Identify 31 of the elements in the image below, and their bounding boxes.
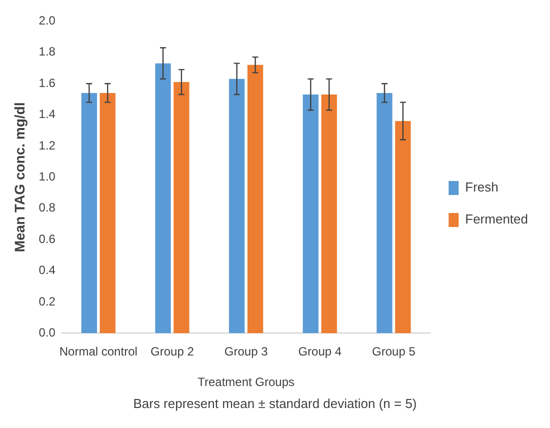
bar: [174, 82, 190, 334]
y-tick-label: 0.6: [38, 232, 56, 246]
text: Bars represent mean ± standard deviation (n = 5): [132, 396, 418, 411]
y-axis-title: Mean TAG conc. mg/dl: [11, 102, 28, 252]
legend-label: Fresh: [465, 180, 498, 195]
bar: [81, 92, 98, 334]
y-tick-label: 0.4: [38, 263, 56, 278]
bar: [302, 94, 319, 334]
bar: [228, 78, 245, 334]
y-tick-label: 1.8: [38, 44, 56, 59]
x-tick-label: Group 5: [372, 344, 416, 359]
bar: [321, 94, 337, 334]
y-tick-label: 0.8: [38, 200, 56, 215]
bar: [100, 92, 116, 334]
y-tick-label: 1.2: [38, 138, 56, 152]
y-tick-label: 1.6: [38, 76, 56, 90]
bar: [376, 92, 392, 334]
bar: [155, 63, 171, 334]
legend-label: Fermented: [465, 212, 528, 227]
y-tick-label: 1.4: [38, 107, 56, 122]
bar: [395, 121, 411, 334]
y-tick-label: 0.0: [38, 326, 56, 340]
x-tick-label: Group 2: [150, 344, 194, 359]
y-tick-label: 2.0: [38, 14, 56, 28]
x-axis-title: Treatment Groups: [198, 375, 295, 390]
x-tick-label: Group 4: [298, 344, 342, 359]
y-tick-label: 1.0: [38, 170, 56, 184]
bar: [247, 64, 264, 334]
x-tick-label: Normal control: [59, 344, 138, 359]
y-tick-label: 0.2: [38, 294, 56, 308]
x-tick-label: Group 3: [224, 344, 268, 359]
